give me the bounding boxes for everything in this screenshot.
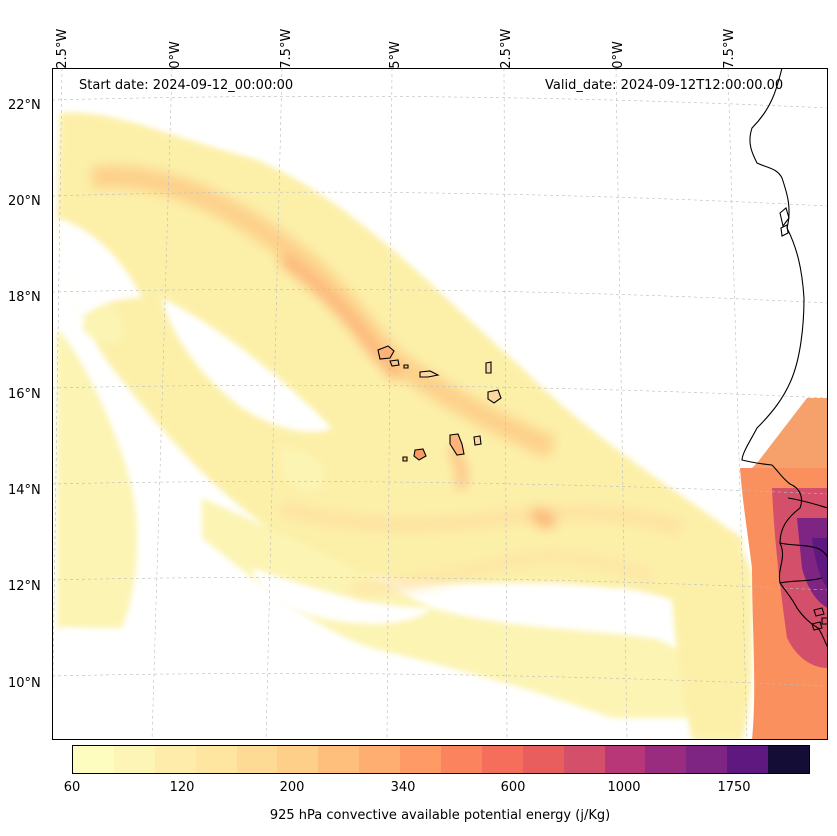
lat-label: 10°N (8, 676, 41, 691)
island-boa-vista (487, 389, 502, 404)
island-santa-luzia (403, 364, 409, 369)
cape-streaks (90, 165, 685, 594)
africa-coastline (741, 68, 828, 649)
lat-label: 18°N (8, 290, 41, 305)
island-sao-vicente (389, 359, 400, 367)
coast-inlet-2 (779, 577, 823, 584)
colorbar-label: 925 hPa convective available potential e… (269, 808, 611, 823)
colorbar-segment (727, 746, 769, 773)
colorbar-segment (686, 746, 728, 773)
lat-label: 14°N (8, 483, 41, 498)
coast-inlet-3 (787, 497, 828, 509)
colorbar-tick: 340 (390, 780, 416, 795)
lat-label: 20°N (8, 194, 41, 209)
gap-west (57, 218, 142, 318)
colorbar-tick: 600 (500, 780, 526, 795)
island-sao-nicolau (419, 370, 440, 378)
colorbar-segment (481, 746, 523, 773)
colorbar-tick: 200 (279, 780, 305, 795)
streak-main (90, 165, 557, 459)
island-fogo (413, 448, 427, 461)
colorbar-tick: 120 (169, 780, 195, 795)
coast-island-bissagos-2 (811, 621, 823, 631)
gap-south (52, 628, 472, 740)
streak-south2 (351, 550, 655, 594)
cape-region-west (57, 328, 138, 628)
start-date-label: Start date: 2024-09-12_00:00:00 (79, 78, 294, 93)
colorbar-segment (73, 746, 114, 773)
gap-central (162, 298, 332, 432)
colorbar-segment (195, 746, 237, 773)
colorbar-segment (400, 746, 442, 773)
gap-north (212, 68, 828, 128)
coast-island-north-2 (780, 224, 789, 237)
coast-island-north-1 (779, 207, 790, 228)
colorbar-segment (277, 746, 319, 773)
coast-island-bissagos-3 (821, 617, 828, 625)
high-cape-core (812, 538, 828, 588)
lat-label: 16°N (8, 387, 41, 402)
cape-region-south (202, 498, 732, 718)
valid-date-label: Valid_date: 2024-09-12T12:00:00.00 (545, 78, 784, 93)
colorbar-tick: 1000 (607, 780, 641, 795)
island-santo-antao (377, 345, 395, 360)
gap-south-central (252, 568, 432, 624)
colorbar-segment (604, 746, 646, 773)
colorbar-segment (359, 746, 401, 773)
island-sal (485, 361, 492, 374)
streak-near-island (448, 445, 466, 490)
map-plot (52, 68, 828, 740)
colorbar (72, 745, 810, 774)
cape-verde-islands (377, 345, 502, 462)
colorbar-segment (645, 746, 687, 773)
high-cape-north (752, 398, 828, 468)
colorbar-segment (236, 746, 278, 773)
island-maio (473, 435, 482, 446)
streak-patch (530, 508, 556, 529)
streak-main-core (278, 253, 403, 381)
colorbar-tick: 60 (63, 780, 81, 795)
colorbar-segment (563, 746, 605, 773)
dry-gaps (52, 68, 828, 740)
lat-label: 12°N (8, 579, 41, 594)
colorbar-segment (441, 746, 482, 773)
gap-north-east (382, 88, 742, 458)
colorbar-segment (318, 746, 360, 773)
gridlines (52, 68, 828, 740)
streak-south (280, 501, 685, 535)
colorbar-segment (154, 746, 196, 773)
colorbar-segment (768, 746, 809, 773)
island-santiago (449, 433, 465, 456)
lat-label: 22°N (8, 98, 41, 113)
island-brava (402, 456, 408, 462)
colorbar-tick: 1750 (717, 780, 751, 795)
coast-island-bissagos-1 (813, 607, 825, 617)
colorbar-segment (522, 746, 564, 773)
coast-inlet-1 (779, 542, 828, 559)
cape-region-scatter-central (281, 448, 325, 492)
cape-region-east (672, 528, 752, 740)
colorbar-segment (113, 746, 155, 773)
